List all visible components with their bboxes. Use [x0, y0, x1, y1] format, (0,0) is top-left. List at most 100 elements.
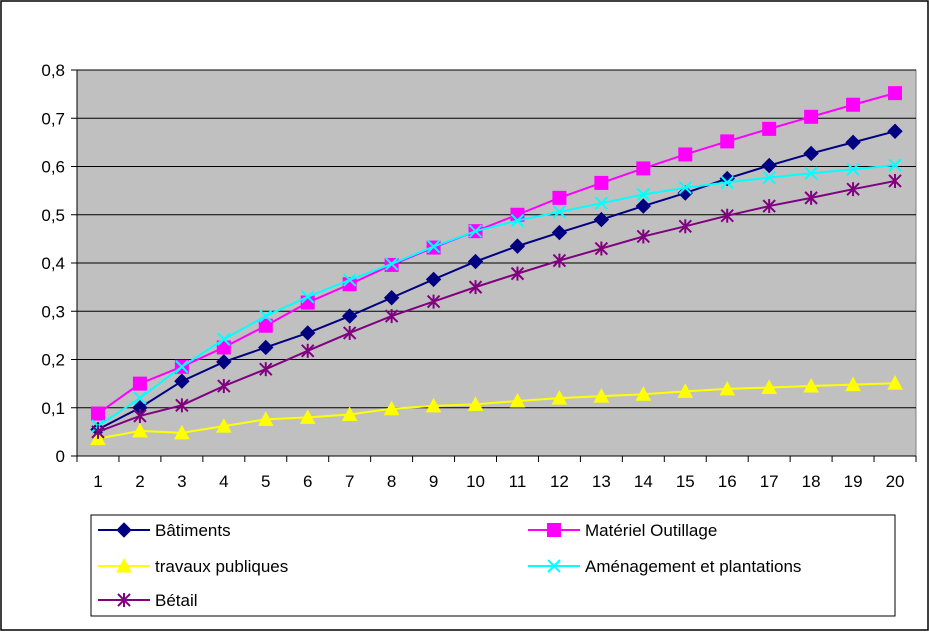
data-point — [174, 424, 190, 440]
data-point — [91, 424, 105, 439]
data-point — [509, 392, 526, 408]
series-line — [97, 164, 896, 427]
x-tick-label: 19 — [844, 472, 863, 491]
data-point — [845, 376, 861, 392]
x-tick-label: 6 — [303, 472, 312, 491]
legend-marker — [547, 523, 561, 537]
data-point — [551, 224, 568, 241]
data-point — [804, 109, 819, 124]
data-point — [259, 309, 273, 323]
data-point — [341, 406, 358, 422]
series-layer — [90, 86, 903, 446]
data-point — [887, 375, 903, 390]
data-point — [258, 339, 274, 356]
data-point — [719, 380, 736, 396]
data-point — [846, 97, 861, 112]
y-tick-label: 0,5 — [41, 206, 65, 225]
data-point — [467, 396, 484, 411]
legend-marker — [117, 593, 131, 607]
series-2 — [90, 375, 903, 446]
legend-marker — [116, 557, 132, 573]
data-point — [803, 377, 819, 393]
data-point — [804, 190, 818, 205]
data-point — [678, 219, 692, 234]
data-point — [300, 325, 316, 341]
data-point — [342, 325, 357, 340]
y-tick-label: 0,4 — [41, 254, 65, 273]
data-point — [635, 386, 652, 401]
x-tick-label: 12 — [550, 472, 569, 491]
legend-label: Bétail — [155, 591, 198, 610]
data-point — [216, 354, 232, 370]
data-point — [593, 388, 610, 403]
y-tick-label: 0,3 — [41, 302, 65, 321]
y-tick-label: 0,8 — [41, 61, 65, 80]
data-point — [888, 86, 903, 101]
x-tick-label: 10 — [466, 472, 485, 491]
data-point — [90, 406, 105, 421]
data-point — [468, 224, 483, 238]
legend-item: Bâtiments — [98, 521, 231, 540]
legend-label: Aménagement et plantations — [585, 557, 801, 576]
x-tick-label: 16 — [718, 472, 737, 491]
legend-item: travaux publiques — [98, 557, 288, 576]
data-point — [594, 175, 609, 190]
data-point — [174, 373, 190, 389]
data-point — [636, 161, 651, 176]
data-point — [215, 418, 232, 433]
data-point — [383, 400, 400, 416]
x-tick-label: 7 — [345, 472, 354, 491]
data-point — [133, 408, 147, 423]
legend-label: Bâtiments — [155, 521, 231, 540]
data-point — [636, 187, 651, 202]
data-point — [888, 158, 902, 172]
data-point — [552, 205, 567, 219]
data-point — [216, 340, 231, 355]
y-tick-label: 0,1 — [41, 399, 65, 418]
data-point — [636, 229, 651, 244]
legend-item: Bétail — [98, 591, 198, 610]
legend-item: Aménagement et plantations — [528, 557, 801, 576]
x-tick-label: 2 — [135, 472, 144, 491]
data-point — [887, 123, 903, 139]
data-point — [552, 190, 567, 205]
data-point — [425, 397, 442, 413]
x-tick-label: 5 — [261, 472, 270, 491]
data-point — [678, 181, 692, 195]
x-tick-label: 14 — [634, 472, 653, 491]
data-point — [384, 257, 399, 271]
data-point — [510, 213, 525, 228]
data-point — [762, 121, 777, 136]
data-point — [299, 409, 316, 424]
x-axis-ticks: 1 2 3 4 5 6 7 8 9 10 11 12 13 14 15 16 17 18 19 20 — [76, 456, 917, 491]
data-point — [552, 253, 567, 268]
y-tick-label: 0 — [56, 447, 65, 466]
series-0 — [90, 123, 903, 438]
data-point — [594, 241, 609, 256]
data-point — [510, 266, 525, 281]
x-tick-label: 15 — [676, 472, 695, 491]
data-point — [175, 398, 189, 413]
data-point — [720, 134, 735, 149]
legend-box — [90, 514, 896, 617]
legend-marker — [116, 522, 132, 538]
data-point — [301, 290, 315, 304]
data-point — [258, 318, 273, 333]
y-tick-label: 0,7 — [41, 109, 65, 128]
x-tick-label: 3 — [177, 472, 186, 491]
data-point — [341, 308, 358, 324]
data-point — [175, 360, 189, 374]
series-line — [97, 179, 896, 433]
data-point — [383, 290, 400, 306]
data-point — [804, 166, 818, 180]
data-point — [132, 376, 147, 391]
data-point — [257, 411, 274, 426]
series-line — [97, 130, 896, 431]
data-point — [425, 271, 442, 288]
data-point — [762, 170, 776, 185]
x-tick-label: 13 — [592, 472, 611, 491]
legend-marker — [547, 559, 561, 573]
data-point — [259, 362, 273, 377]
